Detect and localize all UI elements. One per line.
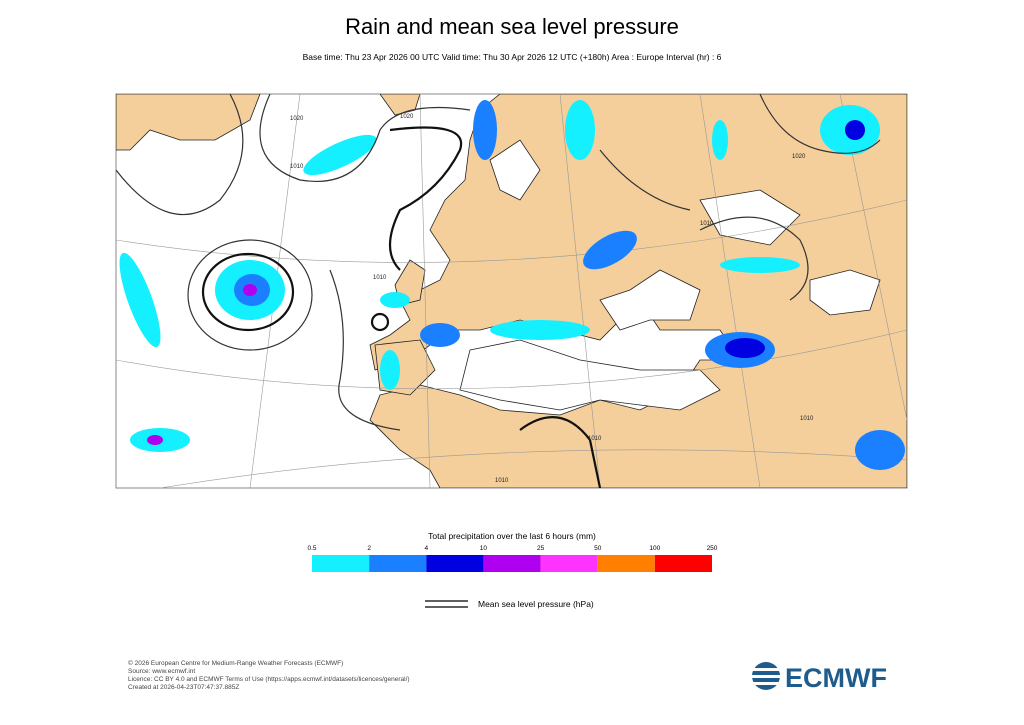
colorbar-tick-label: 10 [480, 545, 488, 552]
colorbar-tick-label: 0.5 [307, 545, 316, 552]
map: 1020 1010 1020 1010 1010 1020 1010 1010 … [115, 93, 908, 489]
sea [459, 339, 721, 411]
sea [489, 139, 541, 201]
footer: © 2026 European Centre for Medium-Range … [128, 659, 410, 691]
colorbar: Total precipitation over the last 6 hour… [307, 531, 718, 572]
footer-line: Created at 2026-04-23T07:47:37.885Z [128, 684, 239, 691]
colorbar-tick-label: 250 [707, 545, 718, 552]
title: Rain and mean sea level pressure [345, 14, 679, 39]
isobar-label: 1020 [400, 114, 414, 120]
sea [809, 269, 881, 316]
colorbar-tick-label: 25 [537, 545, 545, 552]
isobar-label: 1010 [495, 478, 509, 484]
logo: ECMWF [750, 662, 887, 693]
logo-text: ECMWF [785, 663, 887, 693]
colorbar-bin [426, 555, 484, 572]
isobar-label: 1010 [800, 416, 814, 422]
isobar-label: 1010 [700, 221, 714, 227]
isobar-label: 1010 [373, 275, 387, 281]
colorbar-bin [597, 555, 655, 572]
colorbar-tick-label: 50 [594, 545, 602, 552]
isobar-label: 1010 [290, 164, 304, 170]
colorbar-tick-label: 2 [367, 545, 371, 552]
colorbar-title: Total precipitation over the last 6 hour… [428, 531, 596, 541]
colorbar-bin [312, 555, 370, 572]
precipitation [119, 100, 905, 470]
land [116, 94, 261, 151]
sea [599, 269, 701, 331]
footer-line: © 2026 European Centre for Medium-Range … [128, 659, 343, 667]
isobar-label: 1020 [290, 116, 304, 122]
colorbar-bin [483, 555, 541, 572]
colorbar-tick-label: 100 [649, 545, 660, 552]
colorbar-tick-label: 4 [424, 545, 428, 552]
colorbar-bin [654, 555, 712, 572]
line-legend-label: Mean sea level pressure (hPa) [478, 599, 594, 609]
subtitle: Base time: Thu 23 Apr 2026 00 UTC Valid … [303, 52, 722, 62]
isobar-label: 1020 [792, 154, 806, 160]
colorbar-bin [369, 555, 427, 572]
footer-line: Source: www.ecmwf.int [128, 668, 195, 675]
isobars [116, 94, 881, 488]
isobar-label: 1010 [588, 436, 602, 442]
footer-line: Licence: CC BY 4.0 and ECMWF Terms of Us… [128, 676, 410, 683]
colorbar-bin [540, 555, 598, 572]
